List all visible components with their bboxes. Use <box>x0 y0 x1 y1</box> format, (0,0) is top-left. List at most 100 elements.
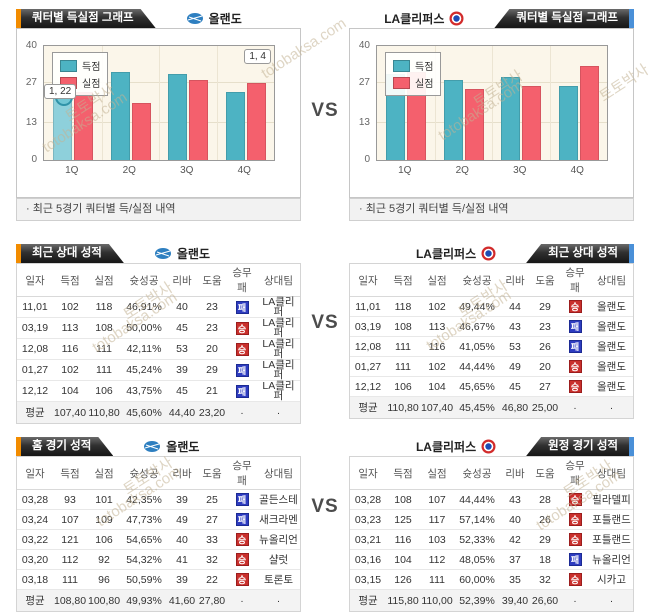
table-row: 01,27 102 111 45,24% 39 29 패 LA클리퍼 <box>17 359 300 381</box>
table-cell: 11,01 <box>17 296 53 318</box>
table-cell: 46,80 <box>500 396 530 418</box>
table-cell: 110,80 <box>386 396 420 418</box>
table-cell: 29 <box>197 359 227 381</box>
x-tick: 1Q <box>65 165 79 176</box>
table-cell: 승 <box>560 356 590 377</box>
table-cell: 01,27 <box>17 359 53 381</box>
table-cell: 11,01 <box>350 296 386 317</box>
table-row: 03,18 111 96 50,59% 39 22 승 토론토 <box>17 569 300 590</box>
x-tick: 3Q <box>513 165 527 176</box>
clippers-chart-header: LA클리퍼스 쿼터별 득실점 그래프 <box>349 9 634 28</box>
y-tick: 27 <box>358 77 370 89</box>
table-cell: · <box>590 589 633 611</box>
chart-tooltip: 1, 22 <box>44 84 77 99</box>
col-header: 리바 <box>167 457 197 490</box>
table-cell: 12,08 <box>17 338 53 360</box>
table-cell: 03,24 <box>17 509 53 530</box>
table-cell: 42,11% <box>121 338 167 360</box>
table-cell: 43 <box>500 316 530 337</box>
table-cell: 패 <box>227 380 257 402</box>
table-cell: 새크라멘 <box>257 509 300 530</box>
table-cell: 108 <box>386 316 420 337</box>
y-tick: 40 <box>25 40 37 51</box>
table-row: 03,28 108 107 44,44% 43 28 승 필라델피 <box>350 489 633 510</box>
y-tick: 40 <box>358 40 370 51</box>
table-cell: 26,60 <box>530 589 560 611</box>
table-cell: 승 <box>227 317 257 339</box>
header-row: 일자 득점 실점 슛성공 리바 도움 승무패 상대팀 <box>17 457 300 490</box>
table-cell: 평균 <box>350 589 386 611</box>
table-cell: 43,75% <box>121 380 167 402</box>
table-cell: 116 <box>386 529 420 550</box>
table-cell: 116 <box>53 338 87 360</box>
tab-quarter-chart-right: 쿼터별 득실점 그래프 <box>494 9 634 28</box>
table-cell: 패 <box>227 296 257 318</box>
table-cell: 03,16 <box>350 549 386 570</box>
table-cell: 44,40 <box>167 401 197 423</box>
table-cell: 25,00 <box>530 396 560 418</box>
table-row: 03,24 107 109 47,73% 49 27 패 새크라멘 <box>17 509 300 530</box>
table-cell: 올랜도 <box>590 356 633 377</box>
clippers-chart-section: LA클리퍼스 쿼터별 득실점 그래프 40 27 13 0 득점 실점 1Q 2Q 3Q 4Q… <box>349 9 634 221</box>
table-cell: 45,24% <box>121 359 167 381</box>
table-cell: LA클리퍼 <box>257 296 300 318</box>
win-badge: 승 <box>235 321 249 335</box>
table-row: 03,19 108 113 46,67% 43 23 패 올랜도 <box>350 316 633 337</box>
y-tick: 27 <box>25 77 37 89</box>
table-cell: 패 <box>560 316 590 337</box>
bar-득점-4Q <box>558 86 578 160</box>
x-tick: 3Q <box>180 165 194 176</box>
table-cell: 111 <box>386 336 420 357</box>
win-badge: 승 <box>568 513 582 526</box>
table-cell: 40 <box>500 509 530 530</box>
table-cell: 46,67% <box>454 316 500 337</box>
table-cell: 12,08 <box>350 336 386 357</box>
table-cell: 108 <box>386 489 420 510</box>
table-cell: 49,93% <box>121 589 167 611</box>
table-cell: 03,23 <box>350 509 386 530</box>
average-row: 평균 115,80 110,00 52,39% 39,40 26,60 · · <box>350 589 633 611</box>
table-cell: 올랜도 <box>590 376 633 397</box>
col-header: 슛성공 <box>454 457 500 490</box>
table-cell: 57,14% <box>454 509 500 530</box>
table-cell: · <box>257 401 300 423</box>
team-name: 올랜도 <box>166 440 200 454</box>
table-cell: 12,12 <box>17 380 53 402</box>
table-cell: 03,21 <box>350 529 386 550</box>
chart-caption: · 최근 5경기 쿼터별 득/실점 내역 <box>349 198 634 221</box>
win-badge: 승 <box>235 573 249 586</box>
table-cell: 18 <box>530 549 560 570</box>
y-tick: 0 <box>364 154 370 165</box>
table-cell: 106 <box>386 376 420 397</box>
loss-badge: 패 <box>568 553 582 566</box>
table-cell: 평균 <box>17 589 53 611</box>
table-cell: 패 <box>227 509 257 530</box>
home-record-table: 일자 득점 실점 슛성공 리바 도움 승무패 상대팀 03,28 93 101 42,35% 39 25 패… <box>17 457 300 611</box>
clippers-logo-icon <box>481 246 496 261</box>
table-cell: 승 <box>227 549 257 570</box>
col-header: 슛성공 <box>121 264 167 297</box>
table-cell: 106 <box>87 529 121 550</box>
plot-area: 득점 실점 1, 22 1, 4 <box>43 45 275 161</box>
table-cell: 115,80 <box>386 589 420 611</box>
table-row: 03,15 126 111 60,00% 35 32 승 시카고 <box>350 569 633 590</box>
col-header: 슛성공 <box>454 264 500 297</box>
bar-실점-2Q <box>131 103 151 160</box>
team-label-orlando: 올랜도 <box>186 10 242 27</box>
table-cell: 39 <box>167 359 197 381</box>
table-cell: 승 <box>560 376 590 397</box>
table-cell: 23 <box>197 296 227 318</box>
table-cell: 41,60 <box>167 589 197 611</box>
table-cell: 올랜도 <box>590 316 633 337</box>
table-cell: 116 <box>420 336 454 357</box>
table-cell: 올랜도 <box>590 296 633 317</box>
table-cell: 111 <box>53 569 87 590</box>
table-cell: 03,19 <box>350 316 386 337</box>
clippers-away-header: LA클리퍼스 원정 경기 성적 <box>349 437 634 456</box>
plot-area: 득점 실점 <box>376 45 608 161</box>
table-cell: 50,59% <box>121 569 167 590</box>
table-cell: 45 <box>500 376 530 397</box>
header-row: 일자 득점 실점 슛성공 리바 도움 승무패 상대팀 <box>17 264 300 297</box>
table-cell: 44,44% <box>454 356 500 377</box>
table-cell: 승 <box>560 569 590 590</box>
